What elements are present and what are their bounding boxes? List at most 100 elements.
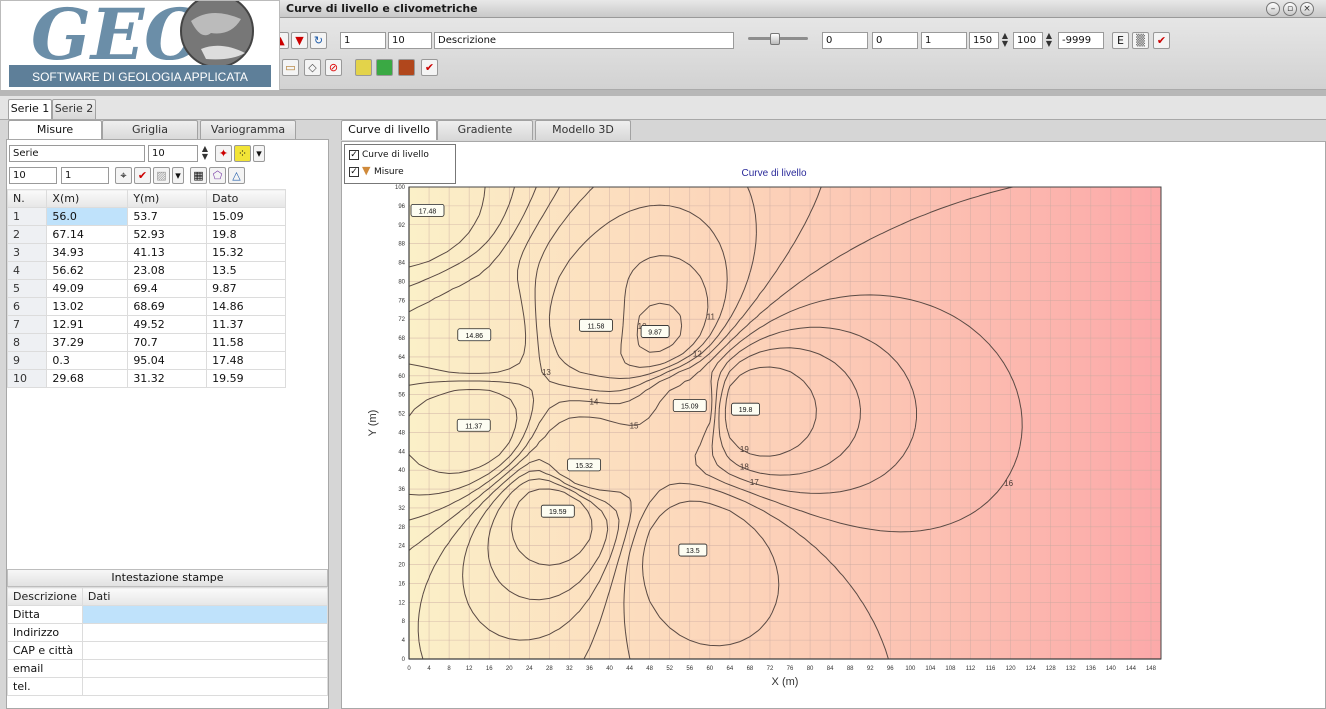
row-number[interactable]: 5	[6, 279, 48, 298]
maximize-button[interactable]: ▫	[1283, 2, 1297, 16]
stampe-value[interactable]	[81, 605, 329, 624]
calculator-icon[interactable]: ▦	[190, 167, 207, 184]
cell-y[interactable]: 49.52	[127, 315, 208, 334]
stampe-value[interactable]	[81, 623, 329, 642]
stampe-value[interactable]	[81, 677, 329, 696]
row-number[interactable]: 10	[6, 369, 48, 388]
cell-x[interactable]: 37.29	[46, 333, 129, 352]
table-row[interactable]: 3 34.93 41.13 15.32	[6, 243, 286, 262]
header-dati[interactable]: Dati	[81, 587, 329, 606]
cell-dato[interactable]: 13.5	[206, 261, 286, 280]
cell-dato[interactable]: 15.32	[206, 243, 286, 262]
add-point-icon[interactable]: ✦	[215, 145, 232, 162]
descrizione-field[interactable]: Descrizione	[434, 32, 734, 49]
tray-icon[interactable]: ▭	[282, 59, 299, 76]
table-row[interactable]: 1 56.0 53.7 15.09	[6, 207, 286, 226]
cell-dato[interactable]: 19.8	[206, 225, 286, 244]
field-1[interactable]: 0	[822, 32, 868, 49]
table-row[interactable]: 10 29.68 31.32 19.59	[6, 369, 286, 388]
table-row[interactable]: 5 49.09 69.4 9.87	[6, 279, 286, 298]
field-4[interactable]: 150	[969, 32, 999, 49]
header-y[interactable]: Y(m)	[127, 189, 208, 208]
e-button[interactable]: E	[1112, 32, 1129, 49]
close-button[interactable]: ×	[1300, 2, 1314, 16]
triangle-icon[interactable]: △	[228, 167, 245, 184]
legend-curve-checkbox[interactable]: ✓	[349, 149, 359, 160]
row-number[interactable]: 2	[6, 225, 48, 244]
brown-layer-icon[interactable]	[398, 59, 415, 76]
table-row[interactable]: 6 13.02 68.69 14.86	[6, 297, 286, 316]
field-a[interactable]: 1	[340, 32, 386, 49]
value-1-field[interactable]: 10	[9, 167, 57, 184]
pattern-icon[interactable]: ▒	[1132, 32, 1149, 49]
table-row[interactable]: 4 56.62 23.08 13.5	[6, 261, 286, 280]
refresh-icon[interactable]: ↻	[310, 32, 327, 49]
yellow-layer-icon[interactable]	[355, 59, 372, 76]
points-icon[interactable]: ⁘	[234, 145, 251, 162]
stampe-value[interactable]	[81, 659, 329, 678]
cell-x[interactable]: 29.68	[46, 369, 129, 388]
row-number[interactable]: 9	[6, 351, 48, 370]
cell-dato[interactable]: 14.86	[206, 297, 286, 316]
row-number[interactable]: 6	[6, 297, 48, 316]
cell-x[interactable]: 34.93	[46, 243, 129, 262]
cell-y[interactable]: 95.04	[127, 351, 208, 370]
legend-misure[interactable]: ✓ ▼ Misure	[349, 164, 404, 178]
legend-curve[interactable]: ✓ Curve di livello	[349, 148, 429, 162]
cell-dato[interactable]: 17.48	[206, 351, 286, 370]
table-row[interactable]: 9 0.3 95.04 17.48	[6, 351, 286, 370]
validate-icon[interactable]: ✔	[134, 167, 151, 184]
apply-check-icon[interactable]: ✔	[421, 59, 438, 76]
stampe-value[interactable]	[81, 641, 329, 660]
serie-label-field[interactable]: Serie	[9, 145, 145, 162]
spinner-5-icon[interactable]: ▲ ▼	[1045, 31, 1053, 48]
cell-x[interactable]: 56.0	[46, 207, 129, 226]
tab-curve-di-livello[interactable]: Curve di livello	[341, 120, 437, 140]
hatch-icon[interactable]: ▨	[153, 167, 170, 184]
field-b[interactable]: 10	[388, 32, 432, 49]
table-row[interactable]: 2 67.14 52.93 19.8	[6, 225, 286, 244]
value-2-field[interactable]: 1	[61, 167, 109, 184]
cell-y[interactable]: 69.4	[127, 279, 208, 298]
header-descrizione[interactable]: Descrizione	[7, 587, 83, 606]
row-number[interactable]: 8	[6, 333, 48, 352]
field-2[interactable]: 0	[872, 32, 918, 49]
arrow-down-icon[interactable]: ▼	[291, 32, 308, 49]
stampe-row[interactable]: Ditta	[7, 605, 329, 624]
field-6[interactable]: -9999	[1058, 32, 1104, 49]
cell-x[interactable]: 0.3	[46, 351, 129, 370]
tab-serie-1[interactable]: Serie 1	[8, 99, 52, 119]
field-3[interactable]: 1	[921, 32, 967, 49]
tab-gradiente[interactable]: Gradiente	[437, 120, 533, 140]
slider-handle[interactable]	[770, 33, 780, 45]
row-number[interactable]: 3	[6, 243, 48, 262]
polygon-icon[interactable]: ⬠	[209, 167, 226, 184]
table-row[interactable]: 8 37.29 70.7 11.58	[6, 333, 286, 352]
erase-icon[interactable]: ◇	[304, 59, 321, 76]
cell-y[interactable]: 70.7	[127, 333, 208, 352]
header-x[interactable]: X(m)	[46, 189, 129, 208]
table-row[interactable]: 7 12.91 49.52 11.37	[6, 315, 286, 334]
cell-y[interactable]: 23.08	[127, 261, 208, 280]
tab-misure[interactable]: Misure	[8, 120, 102, 140]
cell-x[interactable]: 49.09	[46, 279, 129, 298]
field-5[interactable]: 100	[1013, 32, 1043, 49]
tab-griglia-interpolata[interactable]: Griglia interpolata	[102, 120, 198, 154]
tab-serie-2[interactable]: Serie 2	[52, 99, 96, 119]
tab-variogramma[interactable]: Variogramma	[200, 120, 296, 140]
green-layer-icon[interactable]	[376, 59, 393, 76]
cell-y[interactable]: 52.93	[127, 225, 208, 244]
cell-dato[interactable]: 15.09	[206, 207, 286, 226]
minimize-button[interactable]: –	[1266, 2, 1280, 16]
confirm-check-icon[interactable]: ✔	[1153, 32, 1170, 49]
serie-count-field[interactable]: 10	[148, 145, 198, 162]
cell-x[interactable]: 67.14	[46, 225, 129, 244]
cell-y[interactable]: 53.7	[127, 207, 208, 226]
header-n[interactable]: N.	[6, 189, 48, 208]
row-number[interactable]: 1	[6, 207, 48, 226]
stampe-row[interactable]: email	[7, 659, 329, 678]
tab-modello-3d[interactable]: Modello 3D	[535, 120, 631, 140]
cell-y[interactable]: 31.32	[127, 369, 208, 388]
stampe-row[interactable]: CAP e città	[7, 641, 329, 660]
cell-y[interactable]: 68.69	[127, 297, 208, 316]
